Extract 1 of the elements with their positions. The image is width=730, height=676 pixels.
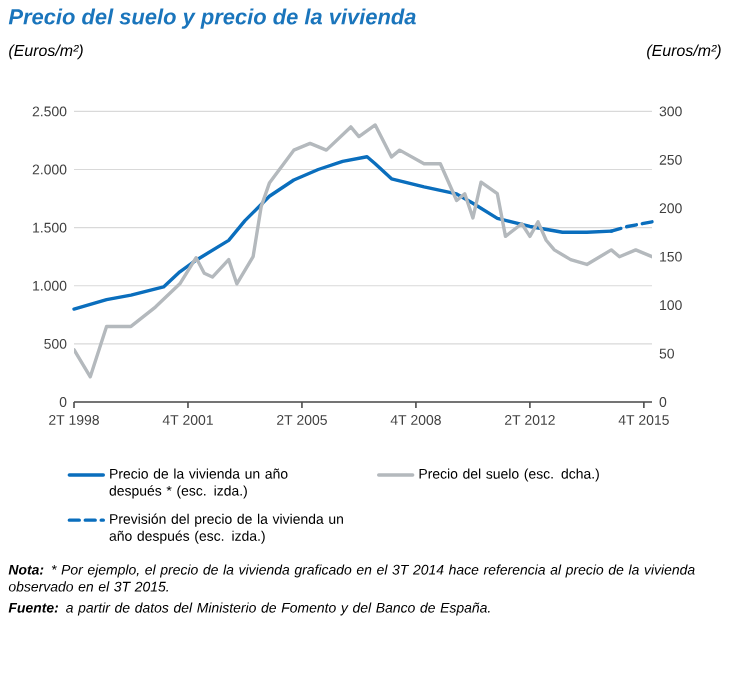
chart-title: Precio del suelo y precio de la vivienda [8, 8, 416, 29]
